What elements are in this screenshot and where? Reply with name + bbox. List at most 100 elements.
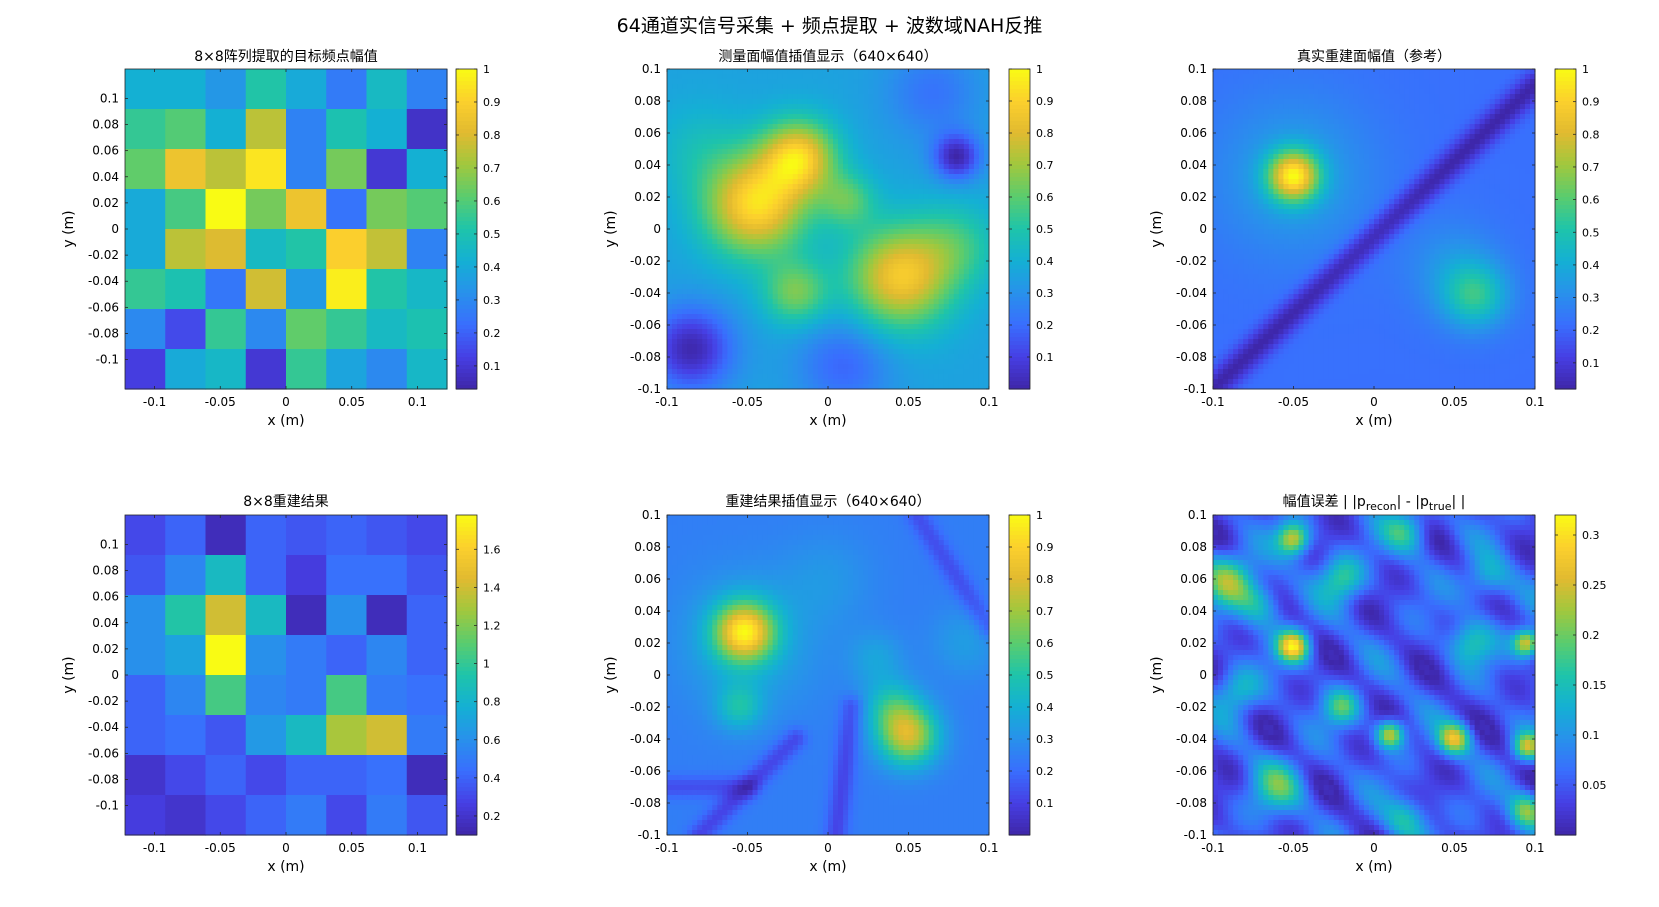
heatmap-cell	[777, 264, 784, 270]
heatmap-cell	[757, 234, 764, 240]
heatmap-cell	[672, 329, 678, 335]
colorbar-tick-label: 0.9	[483, 96, 501, 109]
heatmap-cell	[817, 159, 824, 165]
heatmap-cell	[727, 349, 733, 355]
heatmap-cell	[863, 279, 869, 285]
heatmap-cell	[1459, 99, 1466, 105]
heatmap-cell	[948, 99, 955, 105]
heatmap-cell	[873, 229, 879, 235]
heatmap-cell	[983, 74, 990, 80]
heatmap-cell	[727, 229, 733, 235]
heatmap-cell	[707, 184, 713, 190]
heatmap-cell	[903, 149, 909, 155]
heatmap-cell	[692, 119, 698, 125]
heatmap-cell	[737, 294, 743, 300]
heatmap-cell	[717, 194, 723, 200]
heatmap-cell	[672, 214, 678, 220]
heatmap-cell	[918, 79, 925, 85]
heatmap-cell	[898, 204, 904, 210]
heatmap-cell	[1288, 79, 1294, 85]
heatmap-cell	[732, 94, 738, 100]
heatmap-cell	[1409, 84, 1415, 90]
heatmap-cell	[863, 134, 869, 140]
heatmap-cell	[687, 279, 693, 285]
heatmap-cell	[843, 284, 849, 290]
heatmap-cell	[863, 299, 869, 305]
heatmap-cell	[893, 124, 899, 130]
heatmap-cell	[1494, 69, 1501, 75]
heatmap-cell	[863, 144, 869, 150]
heatmap-cell	[888, 144, 894, 150]
heatmap-cell	[732, 309, 738, 315]
heatmap-cell	[833, 159, 839, 165]
heatmap-cell	[1504, 69, 1511, 75]
heatmap-cell	[822, 344, 829, 350]
heatmap-cell	[667, 154, 673, 160]
heatmap-cell	[792, 309, 799, 315]
heatmap-cell	[792, 259, 799, 265]
heatmap-cell	[888, 249, 894, 255]
heatmap-cell	[953, 194, 960, 200]
heatmap-cell	[833, 74, 839, 80]
heatmap-cell	[727, 384, 733, 390]
heatmap-cell	[757, 379, 764, 385]
heatmap-cell	[707, 269, 713, 275]
heatmap-cell	[943, 364, 950, 370]
heatmap-cell	[888, 339, 894, 345]
heatmap-cell	[762, 384, 769, 390]
heatmap-cell	[878, 159, 884, 165]
heatmap-cell	[843, 334, 849, 340]
heatmap-cell	[953, 334, 960, 340]
heatmap-cell	[692, 224, 698, 230]
heatmap-cell	[817, 239, 824, 245]
heatmap-cell	[933, 164, 940, 170]
heatmap-cell	[1293, 84, 1300, 90]
heatmap-cell	[968, 169, 975, 175]
heatmap-cell	[848, 329, 854, 335]
heatmap-cell	[918, 349, 925, 355]
heatmap-cell	[948, 94, 955, 100]
heatmap-cell	[923, 114, 930, 120]
heatmap-cell	[903, 279, 909, 285]
heatmap-cell	[1414, 74, 1420, 80]
heatmap-cell	[843, 364, 849, 370]
heatmap-cell	[948, 299, 955, 305]
heatmap-cell	[948, 354, 955, 360]
heatmap-cell	[817, 254, 824, 260]
heatmap-cell	[707, 364, 713, 370]
heatmap-cell	[888, 79, 894, 85]
heatmap-cell	[682, 334, 688, 340]
heatmap-cell	[732, 179, 738, 185]
heatmap-cell	[727, 209, 733, 215]
heatmap-cell	[762, 324, 769, 330]
colorbar-segment	[1009, 349, 1030, 354]
heatmap-cell	[938, 234, 945, 240]
heatmap-cell	[712, 324, 718, 330]
heatmap-cell	[812, 119, 819, 125]
heatmap-cell	[667, 274, 673, 280]
heatmap-cell	[762, 199, 769, 205]
colorbar-segment	[1009, 337, 1030, 342]
heatmap-cell	[978, 364, 985, 370]
heatmap-cell	[692, 299, 698, 305]
heatmap-cell	[822, 274, 829, 280]
heatmap-cell	[903, 349, 909, 355]
heatmap-cell	[868, 339, 874, 345]
heatmap-cell	[883, 309, 889, 315]
heatmap-cell	[888, 299, 894, 305]
heatmap-cell	[797, 119, 804, 125]
heatmap-cell	[948, 229, 955, 235]
heatmap-cell	[863, 384, 869, 390]
heatmap-cell	[787, 299, 794, 305]
heatmap-cell	[938, 264, 945, 270]
heatmap-cell	[883, 224, 889, 230]
heatmap-cell	[672, 219, 678, 225]
heatmap-cell	[953, 264, 960, 270]
heatmap-cell	[873, 94, 879, 100]
heatmap-cell	[953, 344, 960, 350]
heatmap-cell	[958, 224, 965, 230]
heatmap-cell	[1333, 84, 1340, 90]
heatmap-cell	[717, 239, 723, 245]
heatmap-cell	[968, 289, 975, 295]
